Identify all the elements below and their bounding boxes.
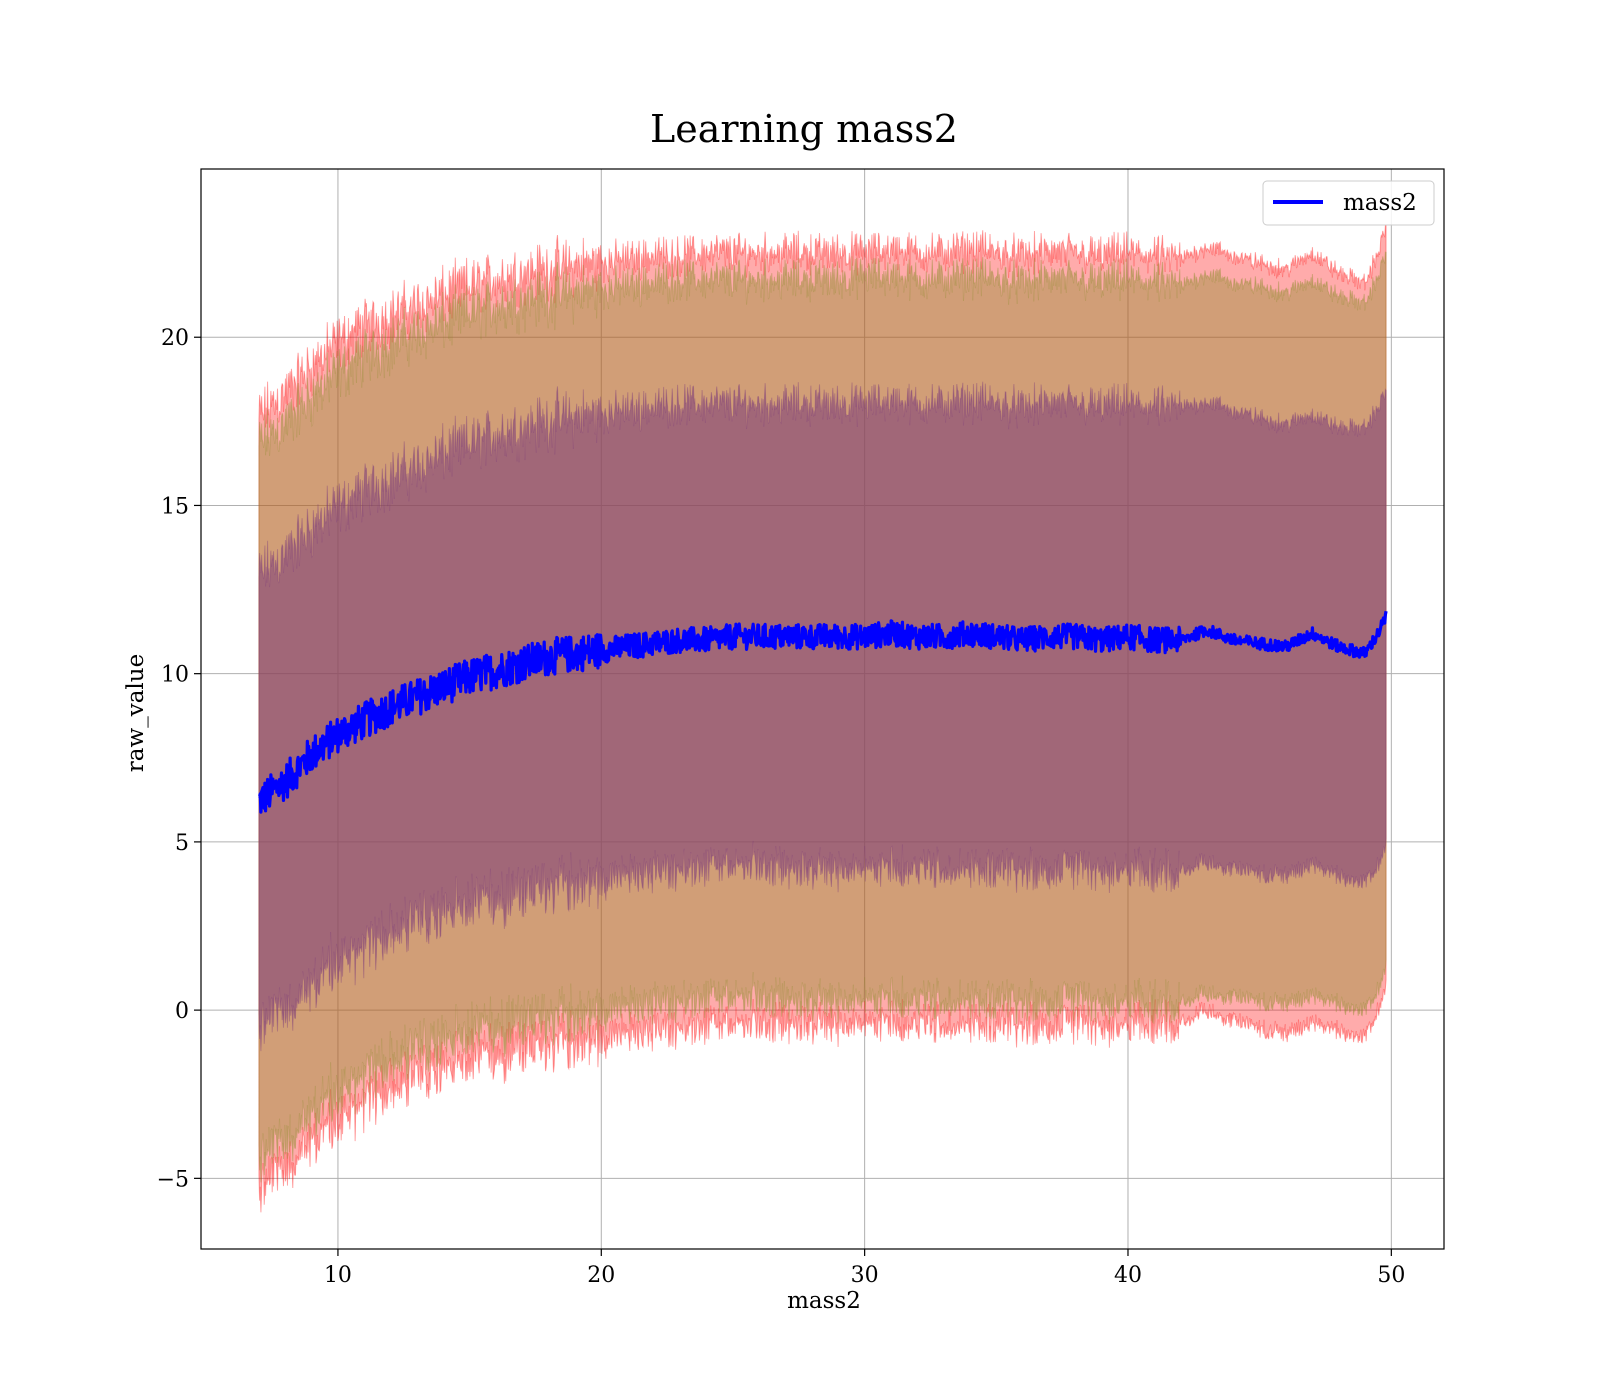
plot-area [200,168,1445,1250]
x-axis-label: mass2 [787,1288,861,1314]
x-tick-label: 40 [1114,1263,1142,1288]
legend-label-mass2: mass2 [1343,190,1417,216]
x-tick-label: 50 [1377,1263,1405,1288]
x-tick-label: 10 [324,1263,352,1288]
y-axis-ticks: −5 0 5 10 15 20 [157,326,201,1192]
axes-frame [200,168,1445,1250]
y-tick-label: 10 [161,663,189,688]
y-tick-label: 5 [175,831,189,856]
y-axis-label: raw_value [123,654,149,772]
chart-title: Learning mass2 [650,107,958,151]
band-1-sigma [258,381,1387,1052]
y-tick-label: −5 [157,1167,189,1192]
legend-box [1262,180,1435,226]
legend: mass2 [1262,180,1435,226]
y-tick-label: 0 [175,999,189,1024]
series-lines [258,610,1388,814]
y-tick-label: 15 [161,494,189,519]
series-line-mass2 [258,610,1388,814]
x-tick-label: 30 [851,1263,879,1288]
x-tick-label: 20 [587,1263,615,1288]
x-axis-ticks: 10 20 30 40 50 [324,1249,1405,1288]
confidence-bands [258,224,1387,1213]
y-tick-label: 20 [161,326,189,351]
